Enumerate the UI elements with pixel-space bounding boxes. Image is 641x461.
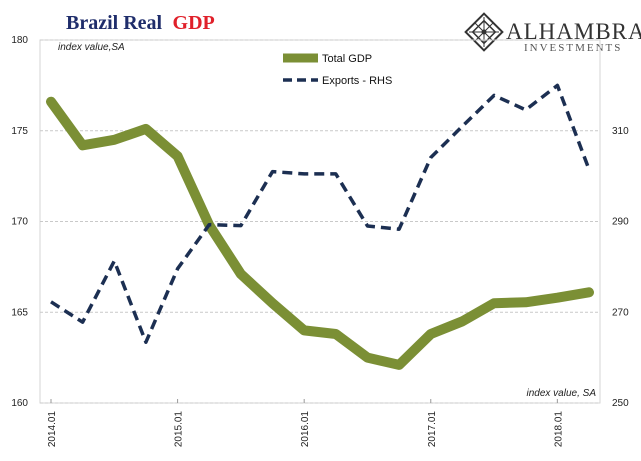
right-tick-label: 250 xyxy=(612,398,629,409)
alhambra-logo: ALHAMBRA INVESTMENTS xyxy=(464,12,641,54)
chart-title: Brazil Real GDP xyxy=(66,12,215,34)
x-tick-label: 2014.01 xyxy=(47,411,58,448)
right-tick-label: 270 xyxy=(612,307,629,318)
left-tick-label: 165 xyxy=(11,307,28,318)
series-line-total-gdp xyxy=(46,96,594,370)
chart-title-part1: Brazil Real xyxy=(66,12,163,34)
x-tick-label: 2017.01 xyxy=(427,411,438,448)
left-tick-label: 170 xyxy=(11,217,28,228)
left-tick-label: 160 xyxy=(11,398,28,409)
left-tick-label: 180 xyxy=(11,35,28,46)
x-tick-label: 2018.01 xyxy=(553,411,564,448)
legend-label-total-gdp: Total GDP xyxy=(322,53,372,65)
series-group xyxy=(46,83,594,370)
right-tick-label: 310 xyxy=(612,126,629,137)
chart-title-part2: GDP xyxy=(173,12,215,34)
right-axis-unit: index value, SA xyxy=(527,388,597,399)
x-axis: 2014.01 2015.01 2016.01 2017.01 2018.01 xyxy=(47,399,564,447)
right-axis: 250 270 290 310 xyxy=(612,126,629,409)
left-axis-unit: index value,SA xyxy=(58,42,125,53)
left-tick-label: 175 xyxy=(11,126,28,137)
x-tick-label: 2016.01 xyxy=(300,411,311,448)
gridlines xyxy=(40,39,600,404)
brand-subtitle: INVESTMENTS xyxy=(524,42,622,54)
legend-label-exports: Exports - RHS xyxy=(322,75,392,87)
legend: Total GDP Exports - RHS xyxy=(283,53,392,87)
left-axis: 160 165 170 175 180 xyxy=(11,35,28,409)
x-tick-label: 2015.01 xyxy=(174,411,185,448)
alhambra-logo-icon xyxy=(464,12,504,52)
right-tick-label: 290 xyxy=(612,217,629,228)
series-line-exports xyxy=(50,83,591,344)
